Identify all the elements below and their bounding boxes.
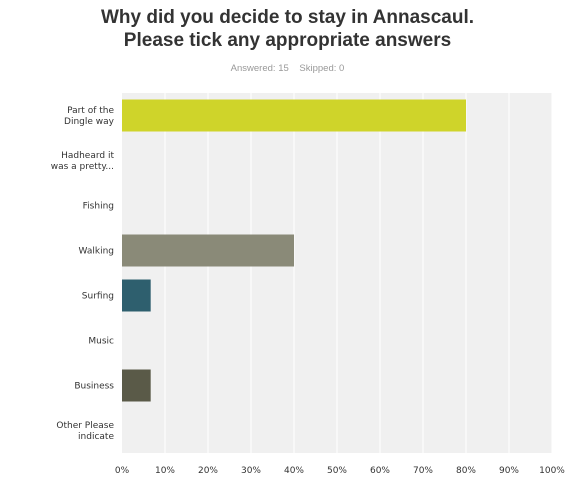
answered-count: Answered: 15 bbox=[230, 63, 289, 74]
category-label: Hadheard it was a pretty... bbox=[51, 151, 115, 172]
bar bbox=[122, 369, 151, 402]
chart-title-line-2: Please tick any appropriate answers bbox=[123, 30, 452, 51]
x-tick-label: 90% bbox=[499, 466, 519, 476]
x-tick-label: 80% bbox=[456, 466, 476, 476]
x-tick-label: 10% bbox=[155, 466, 175, 476]
bar bbox=[122, 99, 466, 132]
x-tick-label: 50% bbox=[327, 466, 347, 476]
response-stats: Answered: 15 Skipped: 0 bbox=[0, 63, 575, 74]
x-tick-label: 30% bbox=[241, 466, 261, 476]
category-label: Fishing bbox=[83, 202, 114, 212]
x-tick-label: 40% bbox=[284, 466, 304, 476]
x-tick-label: 100% bbox=[539, 466, 565, 476]
chart-title: Why did you decide to stay in Annascaul.… bbox=[0, 6, 575, 52]
chart-title-line-1: Why did you decide to stay in Annascaul. bbox=[100, 7, 475, 28]
category-label: Walking bbox=[79, 247, 114, 257]
bar bbox=[122, 279, 151, 312]
x-tick-label: 60% bbox=[370, 466, 390, 476]
category-label: Business bbox=[74, 382, 114, 392]
category-label: Part of the Dingle way bbox=[64, 106, 115, 127]
x-tick-label: 20% bbox=[198, 466, 218, 476]
x-tick-label: 0% bbox=[115, 466, 130, 476]
category-label: Surfing bbox=[82, 292, 114, 302]
category-label: Music bbox=[88, 337, 114, 347]
category-label: Other Please indicate bbox=[56, 421, 114, 442]
x-tick-label: 70% bbox=[413, 466, 433, 476]
skipped-count: Skipped: 0 bbox=[299, 63, 345, 74]
bar bbox=[122, 234, 294, 267]
